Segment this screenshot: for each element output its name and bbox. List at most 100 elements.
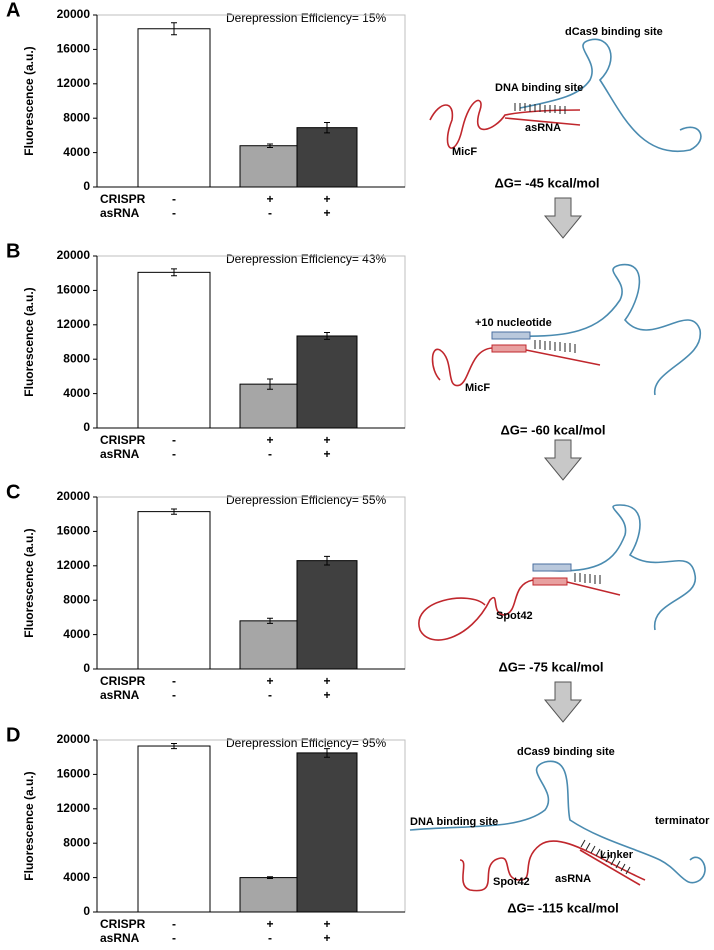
condition-value: - — [172, 917, 176, 931]
error-bar — [324, 332, 330, 340]
y-tick-label: 20000 — [57, 7, 91, 21]
condition-value: + — [266, 674, 273, 688]
delta-g: ΔG= -60 kcal/mol — [500, 422, 605, 437]
condition-value: - — [172, 931, 176, 945]
y-tick-label: 12000 — [57, 76, 91, 90]
y-tick-label: 8000 — [63, 592, 90, 606]
condition-value: + — [323, 674, 330, 688]
condition-value: - — [268, 688, 272, 702]
y-tick-label: 0 — [83, 661, 90, 675]
bar — [296, 560, 358, 670]
diagram-label: DNA binding site — [495, 82, 583, 94]
y-tick-label: 8000 — [63, 835, 90, 849]
y-tick-label: 16000 — [57, 767, 91, 781]
condition-value: + — [323, 447, 330, 461]
condition-value: + — [323, 688, 330, 702]
y-axis-title: Fluorescence (a.u.) — [22, 287, 36, 396]
diagram-c: Spot42 ΔG= -75 kcal/mol — [418, 504, 696, 674]
error-bar — [324, 555, 330, 566]
condition-name: CRISPR — [100, 674, 146, 688]
diagram-label: terminator — [655, 815, 710, 827]
error-bar — [171, 22, 177, 36]
y-axis-title: Fluorescence (a.u.) — [22, 46, 36, 155]
condition-value: + — [323, 433, 330, 447]
condition-value: + — [266, 917, 273, 931]
arrow — [543, 681, 583, 723]
condition-value: + — [323, 917, 330, 931]
error-bar — [171, 268, 177, 277]
diagram-a: dCas9 binding site DNA binding site asRN… — [429, 26, 702, 190]
error-bar — [171, 742, 177, 750]
diagram-label: MicF — [465, 382, 490, 394]
y-tick-label: 4000 — [63, 870, 90, 884]
error-bar — [267, 876, 273, 879]
condition-name: asRNA — [100, 688, 140, 702]
annotation: Derepression Efficiency= 43% — [226, 252, 387, 266]
diagram-label: asRNA — [525, 122, 561, 134]
condition-name: asRNA — [100, 931, 140, 945]
bar — [137, 745, 211, 913]
diagram-label: MicF — [452, 146, 477, 158]
condition-value: + — [323, 206, 330, 220]
y-tick-label: 16000 — [57, 42, 91, 56]
y-tick-label: 0 — [83, 420, 90, 434]
diagram-label: DNA binding site — [410, 816, 498, 828]
bar — [296, 127, 358, 188]
bar — [239, 877, 301, 913]
diagram-label: +10 nucleotide — [475, 317, 552, 329]
y-tick-label: 0 — [83, 179, 90, 193]
diagram-label: Spot42 — [493, 876, 530, 888]
y-tick-label: 20000 — [57, 732, 91, 746]
delta-g: ΔG= -45 kcal/mol — [494, 175, 599, 190]
error-bar — [267, 143, 273, 148]
y-tick-label: 0 — [83, 904, 90, 918]
condition-name: CRISPR — [100, 192, 146, 206]
bar — [239, 620, 301, 670]
error-bar — [267, 378, 273, 390]
bar — [296, 752, 358, 913]
error-bar — [324, 748, 330, 758]
error-bar — [324, 122, 330, 134]
arrow — [543, 439, 583, 481]
diagram-b: +10 nucleotide MicF ΔG= -60 kcal/mol — [431, 263, 701, 437]
arrow — [543, 197, 583, 239]
diagram-label: dCas9 binding site — [517, 746, 615, 758]
y-tick-label: 16000 — [57, 524, 91, 538]
delta-g: ΔG= -115 kcal/mol — [507, 900, 619, 915]
diagram-label: Spot42 — [496, 610, 533, 622]
condition-value: + — [323, 931, 330, 945]
annotation: Derepression Efficiency= 95% — [226, 736, 387, 750]
condition-value: - — [172, 447, 176, 461]
diagram-d: dCas9 binding site DNA binding site Link… — [409, 746, 710, 915]
condition-name: asRNA — [100, 206, 140, 220]
condition-name: asRNA — [100, 447, 140, 461]
panel-label: D — [6, 724, 20, 746]
condition-value: - — [268, 206, 272, 220]
y-tick-label: 8000 — [63, 351, 90, 365]
panel-label: C — [6, 481, 20, 503]
bar — [296, 335, 358, 429]
condition-value: - — [172, 433, 176, 447]
delta-g: ΔG= -75 kcal/mol — [498, 659, 603, 674]
condition-value: + — [323, 192, 330, 206]
condition-value: - — [172, 688, 176, 702]
y-tick-label: 20000 — [57, 248, 91, 262]
condition-value: - — [172, 192, 176, 206]
diagram-label: dCas9 binding site — [565, 26, 663, 38]
y-tick-label: 8000 — [63, 110, 90, 124]
bar — [239, 145, 301, 188]
y-axis-title: Fluorescence (a.u.) — [22, 771, 36, 880]
panel-label: B — [6, 240, 20, 262]
condition-value: - — [172, 206, 176, 220]
condition-name: CRISPR — [100, 433, 146, 447]
y-tick-label: 12000 — [57, 801, 91, 815]
panel-label: A — [6, 0, 20, 21]
bar — [239, 383, 301, 429]
bar — [137, 28, 211, 188]
condition-value: + — [266, 192, 273, 206]
error-bar — [267, 617, 273, 624]
condition-value: - — [172, 674, 176, 688]
y-axis-title: Fluorescence (a.u.) — [22, 528, 36, 637]
y-tick-label: 16000 — [57, 283, 91, 297]
